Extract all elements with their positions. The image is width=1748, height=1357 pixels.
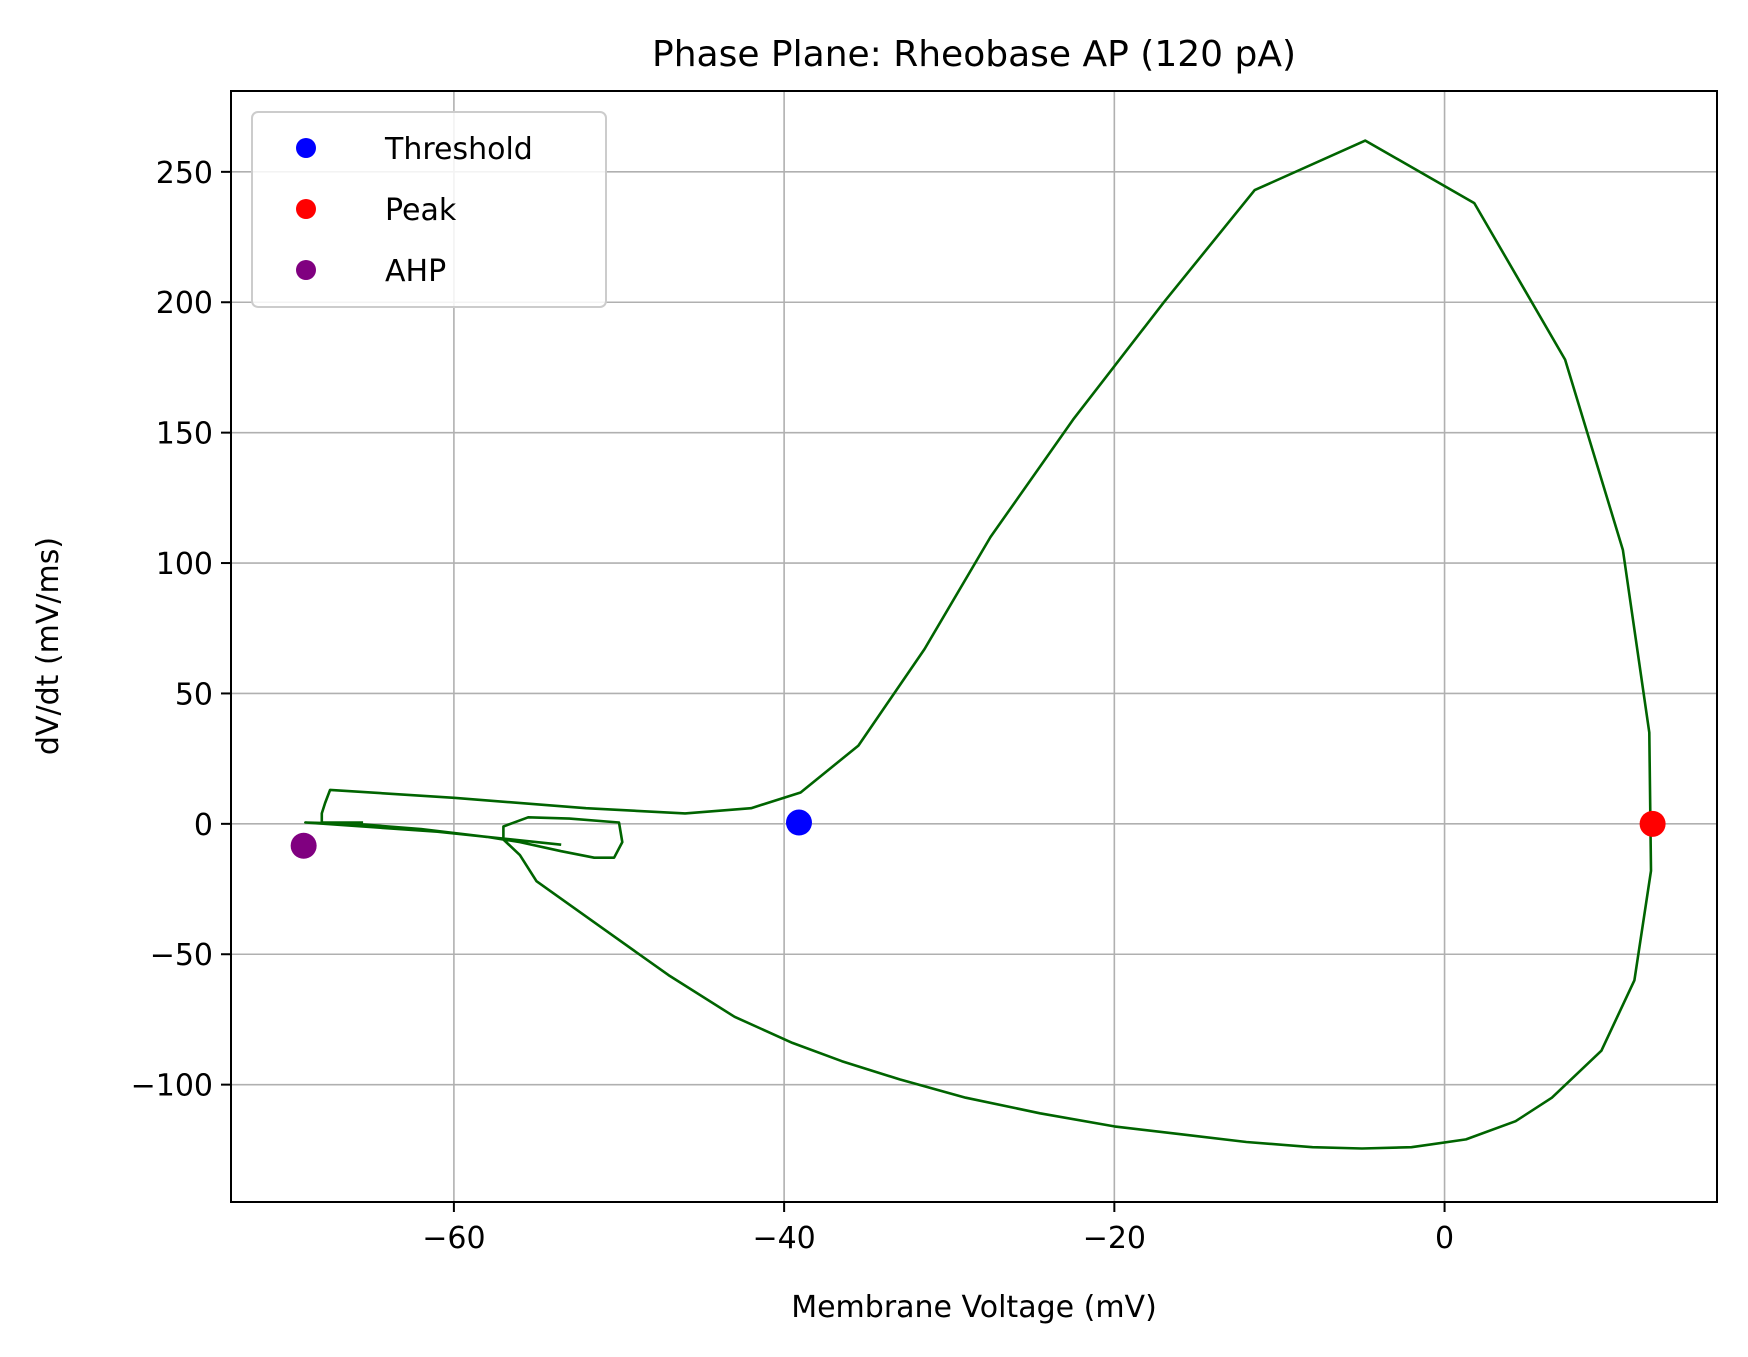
legend-label-peak: Peak <box>385 193 457 228</box>
marker-layer <box>290 809 1666 859</box>
legend-marker-ahp <box>296 260 316 280</box>
axis-ticks: −60 −40 −20 0 −100 −50 0 50 100 150 200 250 <box>131 156 1455 1256</box>
marker-peak <box>1639 810 1666 837</box>
legend-label-ahp: AHP <box>385 254 446 289</box>
legend-label-threshold: Threshold <box>384 132 533 167</box>
grid-lines <box>231 91 1717 1202</box>
x-tick-label: −20 <box>1083 1221 1146 1256</box>
legend-marker-threshold <box>296 138 316 158</box>
legend: Threshold Peak AHP <box>251 111 607 308</box>
y-tick-label: −50 <box>150 938 213 973</box>
legend-marker-peak <box>296 199 316 219</box>
y-tick-label: 100 <box>156 547 213 582</box>
y-tick-label: 0 <box>194 808 213 843</box>
trace-layer <box>304 139 1653 1150</box>
x-tick-label: −40 <box>752 1221 815 1256</box>
x-tick-label: 0 <box>1435 1221 1454 1256</box>
y-tick-label: 200 <box>156 286 213 321</box>
plot-frame <box>230 90 1718 1203</box>
marker-threshold <box>785 809 812 836</box>
y-tick-label: 150 <box>156 417 213 452</box>
y-tick-label: 50 <box>175 677 213 712</box>
x-axis-label: Membrane Voltage (mV) <box>791 1290 1157 1325</box>
legend-box <box>251 111 607 308</box>
x-tick-label: −60 <box>422 1221 485 1256</box>
y-tick-label: −100 <box>131 1069 213 1104</box>
phase-trace-line <box>304 139 1653 1150</box>
y-axis-label: dV/dt (mV/ms) <box>31 537 66 755</box>
marker-ahp <box>290 832 317 859</box>
y-tick-label: 250 <box>156 156 213 191</box>
chart-title: Phase Plane: Rheobase AP (120 pA) <box>652 34 1296 75</box>
